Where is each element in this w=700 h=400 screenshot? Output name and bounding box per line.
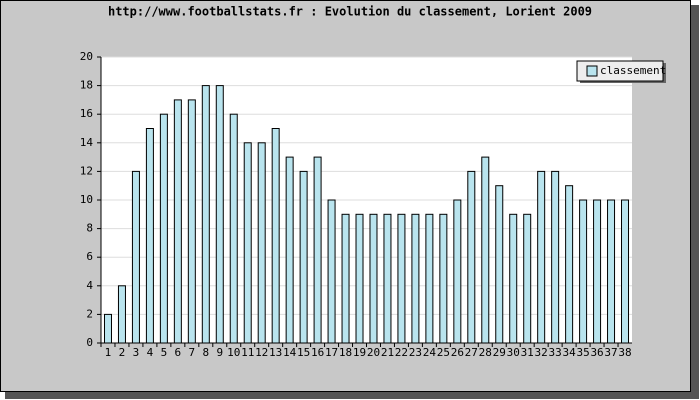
bar: [383, 213, 392, 344]
x-tick-label: 6: [175, 346, 182, 359]
bar: [593, 199, 602, 344]
x-tick-label: 18: [339, 346, 352, 359]
bar: [537, 170, 546, 344]
bar: [285, 156, 294, 344]
x-tick-label: 7: [189, 346, 196, 359]
bar: [299, 170, 308, 344]
bar: [103, 313, 112, 344]
bar: [201, 85, 210, 344]
y-tick-label: 0: [86, 336, 93, 349]
x-tick-label: 11: [241, 346, 254, 359]
x-tick-label: 21: [381, 346, 394, 359]
x-tick-label: 14: [283, 346, 297, 359]
bar: [187, 99, 196, 344]
x-tick-label: 37: [604, 346, 617, 359]
bar: [257, 142, 266, 344]
x-tick-label: 12: [255, 346, 268, 359]
x-tick-label: 34: [562, 346, 576, 359]
x-tick-label: 29: [493, 346, 506, 359]
y-tick-label: 2: [86, 307, 93, 320]
x-tick-label: 3: [133, 346, 140, 359]
y-tick-label: 12: [80, 164, 93, 177]
bar: [621, 199, 630, 344]
y-tick-label: 16: [80, 107, 93, 120]
bar: [495, 185, 504, 344]
x-tick-label: 19: [353, 346, 366, 359]
x-tick-label: 28: [479, 346, 492, 359]
bar: [551, 170, 560, 344]
x-tick-label: 25: [437, 346, 450, 359]
bar: [327, 199, 336, 344]
bar: [341, 213, 350, 344]
x-tick-label: 22: [395, 346, 408, 359]
x-tick-label: 36: [590, 346, 603, 359]
bar: [159, 113, 168, 344]
x-tick-label: 10: [227, 346, 240, 359]
x-tick-label: 1: [105, 346, 112, 359]
x-tick-label: 4: [147, 346, 154, 359]
x-tick-label: 26: [451, 346, 464, 359]
x-tick-label: 8: [202, 346, 209, 359]
bar: [215, 85, 224, 344]
x-tick-label: 2: [119, 346, 126, 359]
x-tick-label: 35: [576, 346, 589, 359]
bar: [439, 213, 448, 344]
y-tick-label: 18: [80, 79, 93, 92]
bar: [411, 213, 420, 344]
bar: [397, 213, 406, 344]
bar: [509, 213, 518, 344]
x-tick-label: 5: [161, 346, 168, 359]
bar: [131, 170, 140, 344]
bar: [271, 128, 280, 344]
x-tick-label: 31: [521, 346, 534, 359]
x-tick-label: 30: [507, 346, 520, 359]
legend-label: classement: [600, 64, 666, 77]
x-tick-label: 17: [325, 346, 338, 359]
bar: [243, 142, 252, 344]
y-tick-label: 6: [86, 250, 93, 263]
bar: [607, 199, 616, 344]
bar: [313, 156, 322, 344]
x-tick-label: 16: [311, 346, 324, 359]
x-tick-label: 27: [465, 346, 478, 359]
x-tick-label: 20: [367, 346, 380, 359]
bar: [173, 99, 182, 344]
bar: [565, 185, 574, 344]
bar: [117, 285, 126, 344]
bar: [579, 199, 588, 344]
x-tick-label: 32: [535, 346, 548, 359]
bar: [145, 128, 154, 344]
bar: [229, 113, 238, 344]
x-tick-label: 13: [269, 346, 282, 359]
x-tick-label: 9: [216, 346, 223, 359]
bar: [523, 213, 532, 344]
x-tick-label: 23: [409, 346, 422, 359]
y-tick-label: 20: [80, 50, 93, 63]
legend-box: [576, 60, 664, 82]
x-tick-label: 33: [549, 346, 562, 359]
y-tick-label: 4: [86, 279, 93, 292]
chart-title: http://www.footballstats.fr : Evolution …: [108, 5, 592, 19]
bar: [369, 213, 378, 344]
x-tick-label: 24: [423, 346, 437, 359]
bar: [355, 213, 364, 344]
y-tick-label: 10: [80, 193, 93, 206]
y-tick-label: 8: [86, 222, 93, 235]
bar: [425, 213, 434, 344]
y-tick-label: 14: [80, 136, 94, 149]
legend-swatch: [586, 65, 598, 77]
bar: [467, 170, 476, 344]
x-tick-label: 15: [297, 346, 310, 359]
bar: [481, 156, 490, 344]
x-tick-label: 38: [618, 346, 631, 359]
bar: [453, 199, 462, 344]
